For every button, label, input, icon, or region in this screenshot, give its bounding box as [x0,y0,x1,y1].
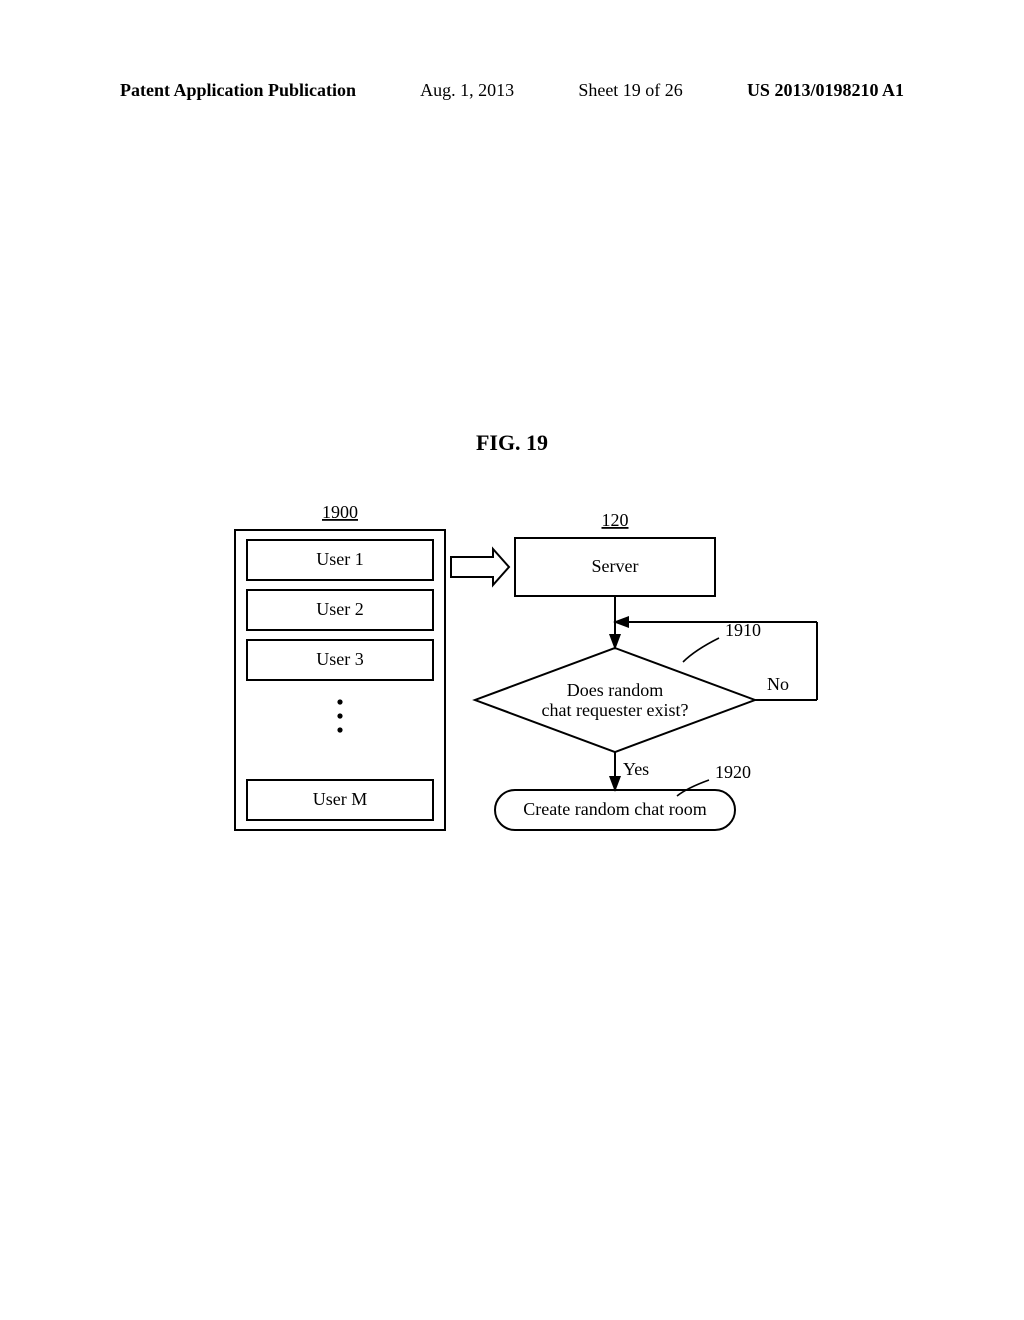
svg-text:User 1: User 1 [316,549,364,569]
svg-text:No: No [767,674,789,694]
svg-text:User 2: User 2 [316,599,364,619]
svg-text:1920: 1920 [715,762,751,782]
svg-text:Create random chat room: Create random chat room [523,799,706,819]
figure-title: FIG. 19 [0,430,1024,456]
page-header: Patent Application Publication Aug. 1, 2… [120,80,904,101]
svg-text:User 3: User 3 [316,649,364,669]
svg-text:chat requester exist?: chat requester exist? [542,700,689,720]
flowchart-diagram: 1900 User 1 User 2 User 3 User M Server 120 Doe… [215,490,835,890]
svg-text:User M: User M [313,789,368,809]
publication-date: Aug. 1, 2013 [420,80,514,101]
publication-label: Patent Application Publication [120,80,356,101]
svg-text:Does random: Does random [567,680,663,700]
svg-text:120: 120 [602,510,629,530]
svg-text:Server: Server [592,556,639,576]
svg-text:Yes: Yes [623,759,649,779]
document-number: US 2013/0198210 A1 [747,80,904,101]
svg-text:1900: 1900 [322,502,358,522]
sheet-number: Sheet 19 of 26 [578,80,682,101]
